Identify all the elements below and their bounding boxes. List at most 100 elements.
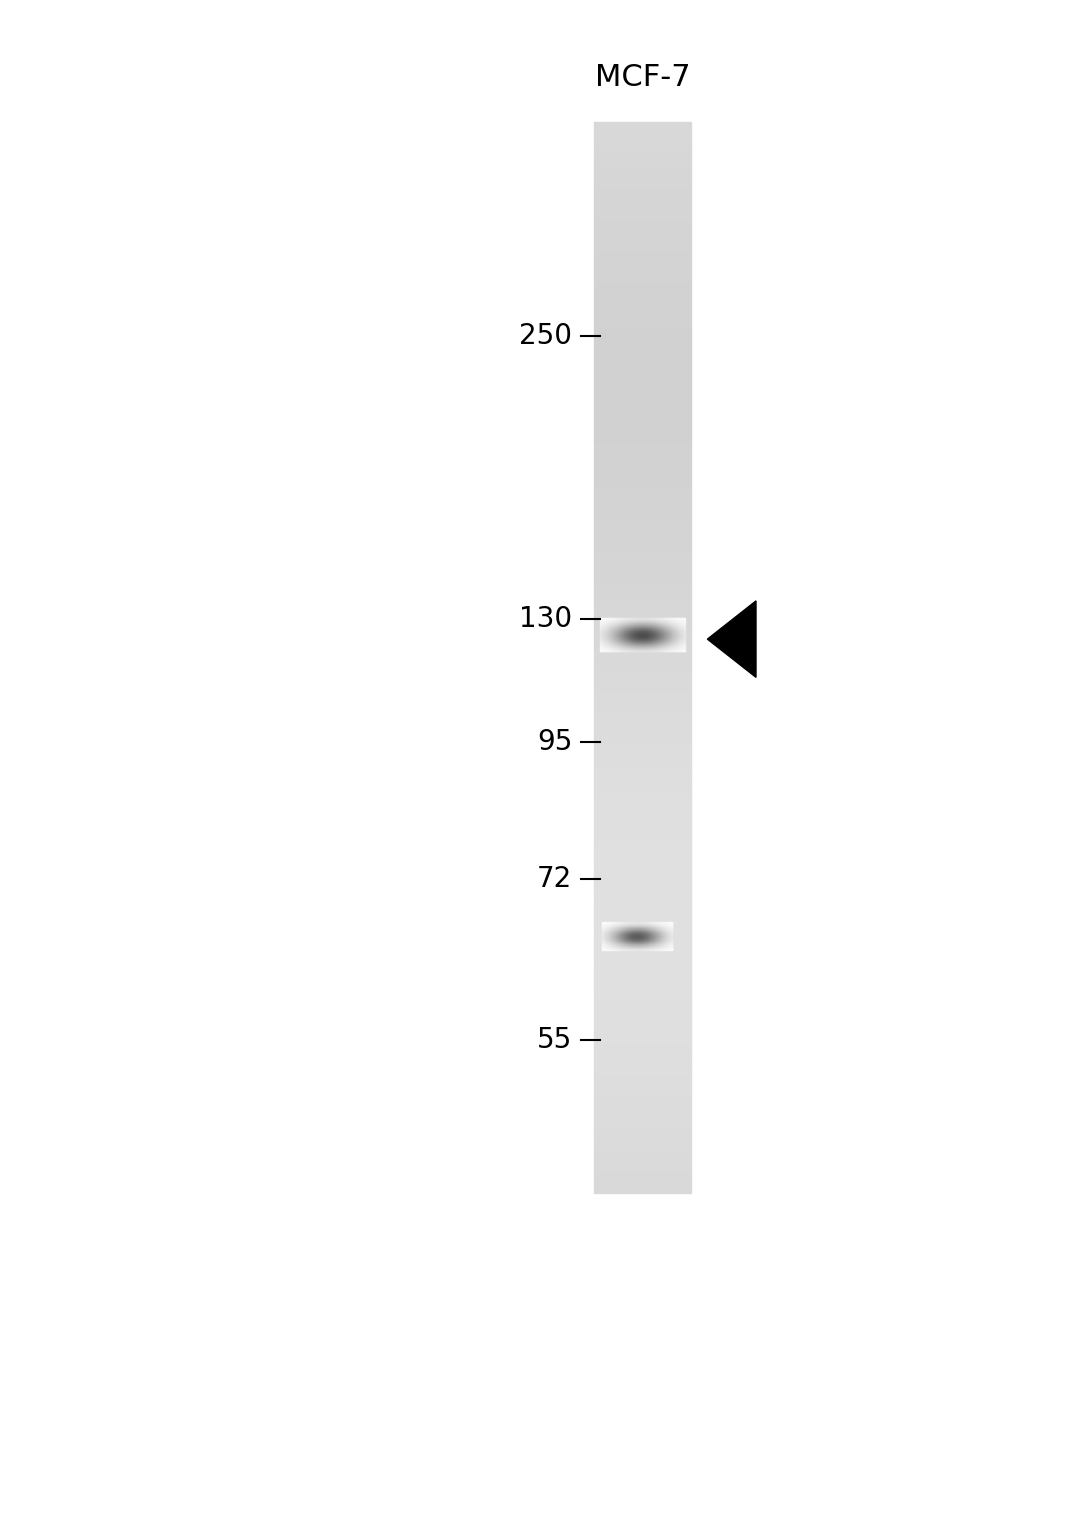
Bar <box>594 786 691 797</box>
Bar <box>594 1021 691 1032</box>
Bar <box>594 229 691 240</box>
Bar <box>594 240 691 251</box>
Bar <box>594 1150 691 1161</box>
Bar <box>594 272 691 283</box>
Bar <box>594 979 691 989</box>
Bar <box>594 529 691 540</box>
Bar <box>594 411 691 422</box>
Bar <box>594 304 691 315</box>
Bar <box>594 133 691 144</box>
Bar <box>594 1064 691 1075</box>
Bar <box>594 379 691 390</box>
Bar <box>594 957 691 968</box>
Bar <box>594 764 691 775</box>
Bar <box>594 829 691 839</box>
Bar <box>594 583 691 593</box>
Bar <box>594 465 691 476</box>
Bar <box>594 1086 691 1096</box>
Polygon shape <box>707 601 756 677</box>
Bar <box>594 443 691 454</box>
Text: 72: 72 <box>537 865 572 893</box>
Bar <box>594 454 691 465</box>
Bar <box>594 336 691 347</box>
Bar <box>594 1128 691 1139</box>
Bar <box>594 989 691 1000</box>
Text: 95: 95 <box>537 728 572 755</box>
Bar <box>594 1171 691 1182</box>
Bar <box>594 1000 691 1011</box>
Bar <box>594 968 691 979</box>
Bar <box>594 818 691 829</box>
Bar <box>594 668 691 679</box>
FancyBboxPatch shape <box>594 122 691 1193</box>
Bar <box>594 1096 691 1107</box>
Bar <box>594 893 691 904</box>
Bar <box>594 807 691 818</box>
Bar <box>594 572 691 583</box>
Text: 250: 250 <box>519 323 572 350</box>
Bar <box>594 872 691 882</box>
Bar <box>594 154 691 165</box>
Bar <box>594 261 691 272</box>
Bar <box>594 144 691 154</box>
Bar <box>594 722 691 732</box>
Bar <box>594 176 691 187</box>
Bar <box>594 690 691 700</box>
Bar <box>594 497 691 508</box>
Bar <box>594 1161 691 1171</box>
Bar <box>594 1182 691 1193</box>
Bar <box>594 839 691 850</box>
Bar <box>594 358 691 368</box>
Bar <box>594 1011 691 1021</box>
Bar <box>594 1107 691 1118</box>
Bar <box>594 615 691 625</box>
Bar <box>594 1139 691 1150</box>
Text: 130: 130 <box>519 605 572 633</box>
Bar <box>594 518 691 529</box>
Bar <box>594 1118 691 1128</box>
Bar <box>594 593 691 604</box>
Bar <box>594 936 691 946</box>
Bar <box>594 561 691 572</box>
Bar <box>594 422 691 433</box>
Bar <box>594 925 691 936</box>
Bar <box>594 251 691 261</box>
Bar <box>594 604 691 615</box>
Bar <box>594 208 691 219</box>
Bar <box>594 1043 691 1053</box>
Bar <box>594 636 691 647</box>
Text: 55: 55 <box>537 1026 572 1053</box>
Bar <box>594 486 691 497</box>
Bar <box>594 294 691 304</box>
Bar <box>594 711 691 722</box>
Bar <box>594 1075 691 1086</box>
Bar <box>594 390 691 401</box>
Bar <box>594 882 691 893</box>
Bar <box>594 476 691 486</box>
Bar <box>594 326 691 336</box>
Bar <box>594 165 691 176</box>
Bar <box>594 433 691 443</box>
Bar <box>594 754 691 764</box>
Bar <box>594 850 691 861</box>
Bar <box>594 368 691 379</box>
Bar <box>594 197 691 208</box>
Bar <box>594 187 691 197</box>
Bar <box>594 401 691 411</box>
Text: MCF-7: MCF-7 <box>595 63 690 92</box>
Bar <box>594 904 691 914</box>
Bar <box>594 508 691 518</box>
Bar <box>594 315 691 326</box>
Bar <box>594 122 691 133</box>
Bar <box>594 647 691 657</box>
Bar <box>594 550 691 561</box>
Bar <box>594 1053 691 1064</box>
Bar <box>594 861 691 872</box>
Bar <box>594 657 691 668</box>
Bar <box>594 1032 691 1043</box>
Bar <box>594 743 691 754</box>
Bar <box>594 347 691 358</box>
Bar <box>594 732 691 743</box>
Bar <box>594 625 691 636</box>
Bar <box>594 540 691 550</box>
